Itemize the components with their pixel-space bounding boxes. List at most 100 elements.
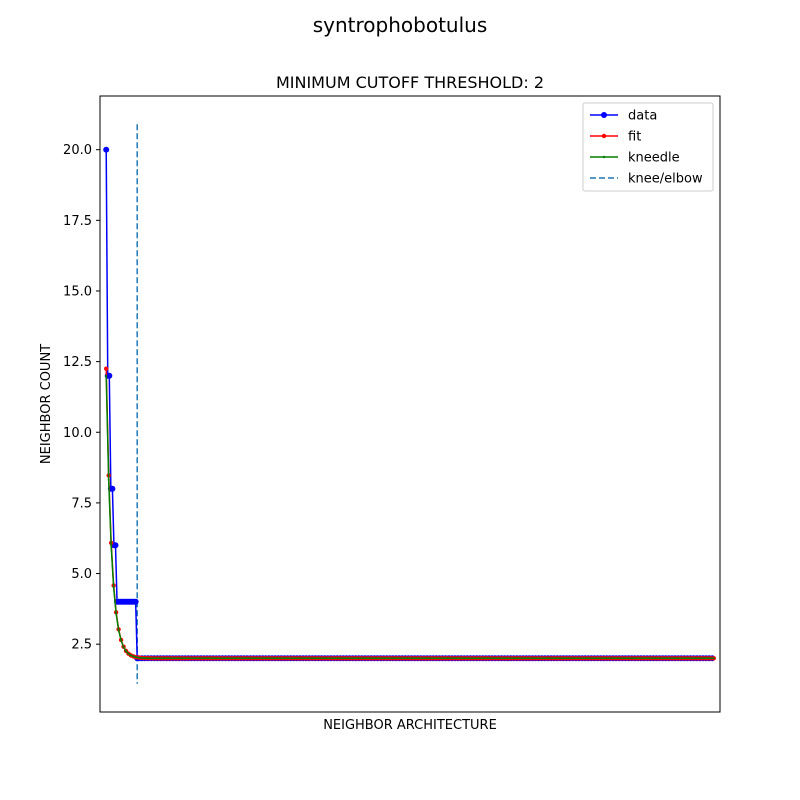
kneedle-point: [449, 657, 452, 660]
legend-item: kneedle: [590, 151, 680, 166]
y-tick-label: 17.5: [63, 214, 92, 229]
kneedle-point: [338, 657, 341, 660]
kneedle-point: [122, 646, 125, 649]
kneedle-point: [254, 657, 256, 660]
kneedle-point: [506, 657, 509, 660]
kneedle-point: [616, 657, 619, 660]
kneedle-point: [583, 657, 586, 660]
kneedle-point: [526, 657, 529, 660]
kneedle-point: [266, 657, 269, 660]
kneedle-point: [663, 657, 666, 660]
kneedle-point: [502, 657, 504, 660]
kneedle-point: [412, 657, 415, 660]
kneedle-point: [613, 657, 616, 660]
kneedle-point: [504, 657, 507, 660]
kneedle-point: [519, 657, 522, 660]
kneedle-point: [645, 657, 648, 660]
kneedle-point: [623, 657, 626, 660]
kneedle-point: [588, 657, 591, 660]
legend: data fit kneedle knee/elbow: [582, 102, 714, 192]
kneedle-point: [643, 657, 646, 660]
legend-label: kneedle: [628, 151, 680, 166]
kneedle-point: [291, 657, 294, 660]
kneedle-point: [298, 657, 301, 660]
kneedle-point: [670, 657, 673, 660]
kneedle-point: [546, 657, 549, 660]
kneedle-point: [586, 657, 589, 660]
kneedle-point: [472, 657, 475, 660]
kneedle-point: [459, 657, 462, 660]
kneedle-point: [675, 657, 678, 660]
kneedle-point: [492, 657, 495, 660]
kneedle-point: [313, 657, 316, 660]
kneedle-point: [655, 657, 658, 660]
kneedle-point: [261, 657, 264, 660]
kneedle-point: [464, 657, 467, 660]
fit-line: [105, 368, 714, 660]
kneedle-point: [630, 657, 633, 660]
kneedle-point: [593, 657, 596, 660]
kneedle-point: [241, 657, 244, 660]
kneedle-point: [697, 657, 700, 660]
kneedle-point: [318, 657, 321, 660]
kneedle-point: [211, 657, 214, 660]
kneedle-point: [209, 657, 212, 660]
kneedle-point: [529, 657, 532, 660]
kneedle-point: [665, 657, 668, 660]
kneedle-point: [454, 657, 457, 660]
kneedle-point: [440, 657, 442, 660]
legend-item: data: [590, 109, 657, 124]
kneedle-point: [591, 657, 594, 660]
kneedle-point: [425, 657, 428, 660]
kneedle-point: [581, 657, 584, 660]
kneedle-point: [162, 657, 165, 660]
legend-frame: [582, 102, 714, 192]
data-point: [106, 372, 113, 379]
kneedle-point: [234, 657, 237, 660]
kneedle-point: [606, 657, 609, 660]
kneedle-point: [511, 657, 514, 660]
kneedle-point: [568, 657, 571, 660]
kneedle-point: [149, 657, 152, 660]
kneedle-point: [477, 657, 480, 660]
kneedle-point: [668, 657, 671, 660]
kneedle-point: [392, 657, 395, 660]
kneedle-point: [680, 657, 683, 660]
kneedle-point: [521, 657, 524, 660]
kneedle-point: [127, 652, 130, 655]
y-axis-ticks: 2.5 5.0 7.5 10.0 12.5 15.0 17.5 20.0: [63, 143, 100, 653]
kneedle-point: [194, 657, 197, 660]
kneedle-point: [618, 657, 621, 660]
kneedle-point: [531, 657, 534, 660]
kneedle-point: [296, 657, 299, 660]
kneedle-point: [608, 657, 611, 660]
kneedle-point: [112, 586, 115, 589]
kneedle-point: [635, 657, 638, 660]
legend-item: knee/elbow: [590, 172, 703, 187]
kneedle-point: [467, 657, 470, 660]
kneedle-point: [328, 657, 331, 660]
kneedle-point: [611, 657, 614, 660]
kneedle-point: [355, 657, 358, 660]
kneedle-point: [182, 657, 185, 660]
kneedle-point: [229, 657, 232, 660]
kneedle-point: [187, 657, 190, 660]
kneedle-point: [325, 657, 328, 660]
kneedle-point: [333, 657, 336, 660]
kneedle-point: [192, 657, 194, 660]
kneedle-point: [653, 657, 656, 660]
kneedle-point: [633, 657, 636, 660]
kneedle-point: [544, 657, 547, 660]
kneedle-point: [427, 657, 430, 660]
kneedle-point: [556, 657, 559, 660]
kneedle-point: [564, 657, 566, 660]
kneedle-point: [700, 657, 703, 660]
y-tick-label: 5.0: [71, 567, 92, 582]
kneedle-point: [712, 657, 715, 660]
kneedle-point: [688, 657, 690, 660]
kneedle-point: [534, 657, 537, 660]
kneedle-point: [516, 657, 519, 660]
kneedle-point: [293, 657, 296, 660]
y-tick-label: 2.5: [71, 638, 92, 653]
